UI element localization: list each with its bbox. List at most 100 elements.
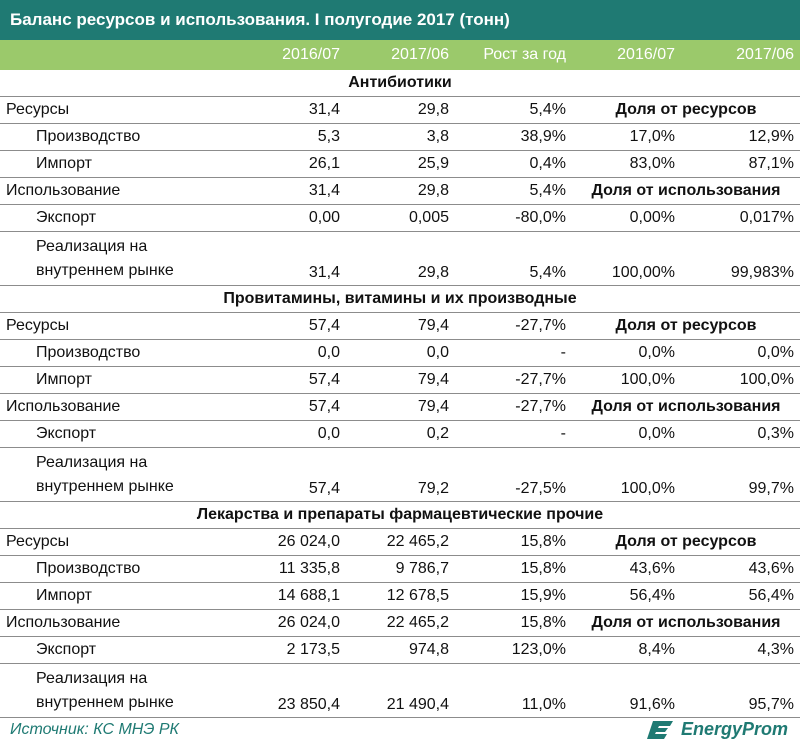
table-title: Баланс ресурсов и использования. I полуг… [0,0,800,40]
share-2017: 99,983% [681,231,800,286]
value-2017: 79,2 [346,447,455,502]
value-2016: 57,4 [237,393,346,421]
value-2017: 0,2 [346,420,455,448]
share-2017: 56,4% [681,582,800,610]
value-2017: 79,4 [346,393,455,421]
brand-logo: EnergyProm [646,718,788,742]
energyprom-logo-icon [646,720,673,739]
brand-name: EnergyProm [680,719,788,739]
table-row: Использование 26 024,0 22 465,2 15,8% Доля о… [0,609,800,637]
balance-table: 2016/07 2017/06 Рост за год 2016/07 2017… [0,40,800,718]
growth-value: 0,4% [455,150,572,178]
share-2016: 0,0% [572,420,681,448]
value-2017: 21 490,4 [346,663,455,718]
share-2017: 4,3% [681,636,800,664]
growth-value: 15,8% [455,609,572,637]
growth-value: 15,8% [455,528,572,556]
value-2017: 22 465,2 [346,528,455,556]
share-2016: 91,6% [572,663,681,718]
header-cell: 2017/06 [391,46,449,63]
share-2016: 43,6% [572,555,681,583]
share-2016: 8,4% [572,636,681,664]
row-label: Реализация на внутреннем рынке [0,663,237,718]
value-2017: 25,9 [346,150,455,178]
row-label: Экспорт [0,420,237,448]
table-row: Реализация на внутреннем рынке 31,4 29,8 5,4… [0,231,800,286]
row-label: Импорт [0,366,237,394]
table-row: Импорт 14 688,1 12 678,5 15,9% 56,4% 56,4% [0,582,800,610]
growth-value: 5,4% [455,177,572,205]
section-title: Лекарства и препараты фармацевтические п… [0,501,800,529]
share-2017: 100,0% [681,366,800,394]
footer: Источник: КС МНЭ РК EnergyProm [0,708,800,751]
growth-value: 15,8% [455,555,572,583]
value-2017: 3,8 [346,123,455,151]
table-row: Реализация на внутреннем рынке 57,4 79,2 -27… [0,447,800,502]
table-row: Экспорт 0,0 0,2-0,0% 0,3% [0,420,800,448]
growth-value: - [455,339,572,367]
growth-value: 15,9% [455,582,572,610]
value-2016: 31,4 [237,231,346,286]
share-2017: 87,1% [681,150,800,178]
row-label: Ресурсы [0,312,237,340]
header-cell [0,40,237,70]
section-title: Провитамины, витамины и их производные [0,285,800,313]
row-label: Реализация на внутреннем рынке [0,231,237,286]
value-2017: 29,8 [346,177,455,205]
share-label: Доля от ресурсов [572,528,800,556]
table-row: Экспорт 2 173,5 974,8 123,0% 8,4% 4,3% [0,636,800,664]
share-2017: 0,017% [681,204,800,232]
value-2016: 26,1 [237,150,346,178]
row-label: Производство [0,123,237,151]
value-2017: 0,0 [346,339,455,367]
value-2017: 29,8 [346,96,455,124]
share-2017: 99,7% [681,447,800,502]
section-header-row: Провитамины, витамины и их производные [0,285,800,313]
share-2016: 0,0% [572,339,681,367]
value-2017: 79,4 [346,366,455,394]
growth-value: 5,4% [455,231,572,286]
value-2016: 2 173,5 [237,636,346,664]
share-2016: 0,00% [572,204,681,232]
share-label: Доля от использования [572,609,800,637]
table-row: Производство 0,0 0,0-0,0% 0,0% [0,339,800,367]
row-label: Использование [0,177,237,205]
share-2017: 0,3% [681,420,800,448]
growth-value: 11,0% [455,663,572,718]
value-2016: 23 850,4 [237,663,346,718]
row-label: Использование [0,609,237,637]
growth-value: -27,7% [455,366,572,394]
growth-value: -27,7% [455,312,572,340]
share-label: Доля от ресурсов [572,96,800,124]
table-row: Производство 5,3 3,8 38,9% 17,0% 12,9% [0,123,800,151]
table-row: Экспорт 0,00 0,005 -80,0% 0,00% 0,017% [0,204,800,232]
source-note: Источник: КС МНЭ РК [10,720,179,738]
value-2016: 11 335,8 [237,555,346,583]
growth-value: 5,4% [455,96,572,124]
value-2016: 0,0 [237,420,346,448]
growth-value: - [455,420,572,448]
value-2016: 0,00 [237,204,346,232]
value-2017: 12 678,5 [346,582,455,610]
share-2017: 12,9% [681,123,800,151]
share-2017: 0,0% [681,339,800,367]
value-2016: 31,4 [237,177,346,205]
share-2016: 100,00% [572,231,681,286]
share-2017: 43,6% [681,555,800,583]
table-row: Импорт 57,4 79,4 -27,7% 100,0% 100,0% [0,366,800,394]
table-row: Ресурсы 57,4 79,4 -27,7% Доля от ресурсов [0,312,800,340]
header-cell: 2016/07 [282,46,340,63]
growth-value: 38,9% [455,123,572,151]
share-label: Доля от использования [572,177,800,205]
value-2016: 31,4 [237,96,346,124]
value-2016: 57,4 [237,366,346,394]
value-2016: 14 688,1 [237,582,346,610]
value-2017: 0,005 [346,204,455,232]
row-label: Производство [0,555,237,583]
growth-value: -27,7% [455,393,572,421]
share-2016: 100,0% [572,447,681,502]
share-2016: 83,0% [572,150,681,178]
header-cell: Рост за год [483,46,566,63]
value-2017: 9 786,7 [346,555,455,583]
share-label: Доля от использования [572,393,800,421]
